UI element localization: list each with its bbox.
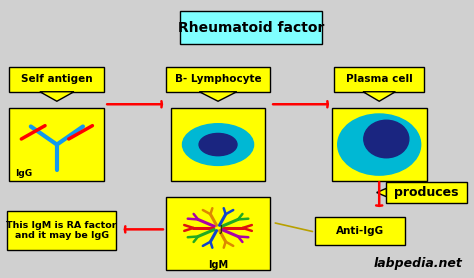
Polygon shape: [377, 188, 386, 197]
Polygon shape: [40, 92, 74, 101]
FancyBboxPatch shape: [332, 108, 427, 181]
Text: IgG: IgG: [15, 169, 32, 178]
FancyBboxPatch shape: [9, 67, 104, 92]
FancyBboxPatch shape: [180, 11, 322, 44]
FancyBboxPatch shape: [166, 67, 270, 92]
Ellipse shape: [364, 120, 409, 158]
Text: Rheumatoid factor: Rheumatoid factor: [178, 21, 324, 35]
FancyBboxPatch shape: [171, 108, 265, 181]
Text: J: J: [219, 225, 222, 234]
Polygon shape: [363, 92, 395, 101]
Text: B- Lymphocyte: B- Lymphocyte: [175, 74, 261, 84]
Text: IgM: IgM: [208, 260, 228, 270]
Text: This IgM is RA factor
and it may be IgG: This IgM is RA factor and it may be IgG: [6, 221, 117, 240]
Text: labpedia.net: labpedia.net: [373, 257, 462, 270]
Text: Anti-IgG: Anti-IgG: [336, 226, 384, 236]
FancyBboxPatch shape: [9, 108, 104, 181]
FancyBboxPatch shape: [7, 211, 116, 250]
FancyBboxPatch shape: [315, 217, 405, 245]
Text: produces: produces: [394, 186, 459, 199]
Polygon shape: [199, 92, 237, 101]
FancyBboxPatch shape: [334, 67, 424, 92]
FancyBboxPatch shape: [386, 182, 467, 203]
Circle shape: [199, 133, 237, 156]
Circle shape: [182, 124, 254, 165]
Text: Self antigen: Self antigen: [21, 74, 93, 84]
Ellipse shape: [337, 114, 421, 175]
Text: Plasma cell: Plasma cell: [346, 74, 412, 84]
FancyBboxPatch shape: [166, 197, 270, 270]
